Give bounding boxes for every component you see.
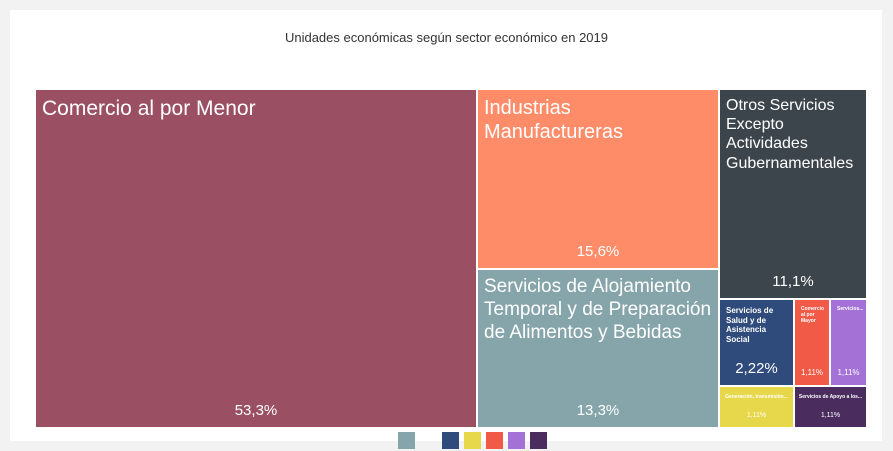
- treemap-cell: Servicios de Salud y de Asistencia Socia…: [720, 300, 793, 385]
- cell-label: Servicios de Apoyo a los...: [798, 394, 863, 400]
- cell-value: 2,22%: [735, 360, 778, 377]
- cell-label: Servicios...: [837, 306, 864, 312]
- cell-label: Otros Servicios Excepto Actividades Gube…: [726, 97, 854, 172]
- cell-value: 1,11%: [800, 368, 824, 377]
- cell-value: 13,3%: [576, 402, 620, 419]
- legend-swatch: [508, 432, 525, 449]
- cell-value: 1,11%: [746, 412, 767, 419]
- cell-label: Generación, transmisión...: [725, 394, 788, 400]
- legend-swatch: [464, 432, 481, 449]
- legend-swatch: [486, 432, 503, 449]
- cell-label: Servicios de Alojamiento Temporal y de P…: [484, 276, 712, 343]
- legend-swatch: [398, 432, 415, 449]
- treemap-cell: Comercio al por Menor 53,3%: [36, 90, 476, 427]
- cell-label: Industrias Manufactureras: [484, 97, 623, 143]
- cell-value: 15,6%: [576, 243, 620, 260]
- treemap-cell: Otros Servicios Excepto Actividades Gube…: [720, 90, 866, 298]
- treemap-cell: Industrias Manufactureras 15,6%: [478, 90, 718, 268]
- cell-label: Comercio al por Mayor: [801, 306, 825, 324]
- legend-swatch: [442, 432, 459, 449]
- cell-value: 11,1%: [772, 273, 814, 290]
- legend-swatch: [530, 432, 547, 449]
- cell-value: 1,11%: [820, 412, 841, 419]
- treemap-cell: Servicios... 1,11%: [831, 300, 866, 385]
- chart-title: Unidades económicas según sector económi…: [284, 30, 609, 45]
- cell-label: Comercio al por Menor: [42, 97, 256, 120]
- cell-value: 1,11%: [837, 368, 860, 377]
- treemap-cell: Servicios de Alojamiento Temporal y de P…: [478, 270, 718, 427]
- cell-label: Servicios de Salud y de Asistencia Socia…: [726, 306, 774, 344]
- treemap-cell: Comercio al por Mayor 1,11%: [795, 300, 829, 385]
- treemap-cell: Servicios de Apoyo a los... 1,11%: [795, 387, 866, 427]
- cell-value: 53,3%: [234, 402, 278, 419]
- treemap-cell: Generación, transmisión... 1,11%: [720, 387, 793, 427]
